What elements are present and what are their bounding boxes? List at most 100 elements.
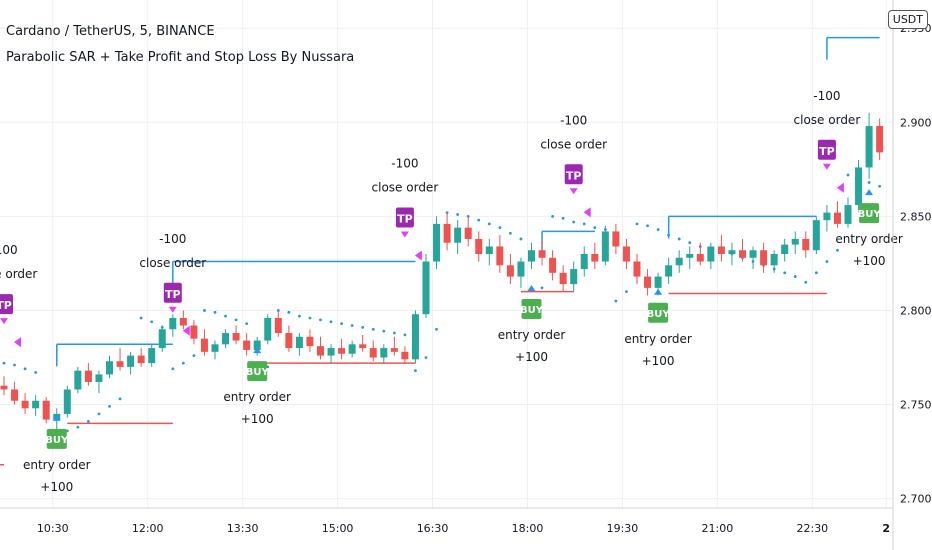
sar-dot [392,331,396,335]
candle-body [243,340,251,350]
candle-body [686,254,694,258]
candle-body [622,246,630,262]
tp-marker-label: TP [397,213,413,226]
x-tick-label: 13:30 [227,522,259,535]
symbol-title[interactable]: Cardano / TetherUS, 5, BINANCE [6,24,215,39]
candle-body [570,269,578,285]
buy-marker-label: BUY [520,305,544,316]
sar-dot [87,420,90,423]
candle-body [760,250,768,266]
buy-qty-label: +100 [853,254,886,268]
candle-body [222,333,230,345]
sar-dot [76,425,80,429]
candle-body [369,348,377,358]
tp-marker [163,282,182,303]
tp-order-label: close order [139,256,206,270]
buy-qty-label: +100 [241,412,274,426]
candle-body [517,261,525,277]
sar-dot [487,222,491,226]
x-tick-label: 10:30 [37,522,69,535]
sar-dot [224,314,227,318]
candle-body [665,265,673,277]
sar-dot [308,316,312,320]
candle-body [106,361,113,375]
tp-order-label: close order [540,137,607,151]
candle-body [264,317,272,341]
entry-arrow-up [253,347,262,354]
trade-markers: TP -100 close order TP -100 close order TP -100… [0,89,903,494]
candle-body [781,244,789,254]
candle-body [823,212,831,221]
sar-dot [509,231,512,235]
exit-arrow-down [0,318,8,325]
sar-dot [97,412,101,416]
sar-dot [414,369,417,373]
tp-marker-label: TP [819,145,835,158]
y-tick-label: 2.900 [900,116,932,129]
candle-body [116,361,124,367]
candle-body [728,250,736,254]
entry-arrow-up [865,189,874,196]
x-tick-label: 22:30 [796,522,828,535]
buy-marker [46,428,67,449]
tp-qty-label: -100 [560,113,587,127]
parabolic-sar-dots [2,173,882,435]
sar-dot [245,322,249,326]
sar-dot [456,213,460,216]
sar-dot [561,216,565,220]
candle-body [485,246,493,254]
candle-body [696,254,704,262]
tp-marker [395,207,414,228]
tp-marker-label: TP [566,169,582,182]
entry-arrow-up [654,288,663,295]
candle-body [95,374,103,382]
exit-arrow-left [414,250,422,261]
tp-marker [817,139,836,160]
sar-dot [329,320,333,324]
candle-body [179,317,187,326]
candle-body [295,336,303,349]
x-tick-label: 2 [882,522,890,535]
candle-body [844,205,852,224]
candle-body [169,317,177,330]
indicator-title[interactable]: Parabolic SAR + Take Profit and Stop Los… [6,50,355,65]
tp-marker-label: TP [0,299,12,312]
candle-body [506,265,514,277]
sar-dot [814,271,818,275]
buy-marker [859,203,880,224]
exit-arrow-down [168,306,177,313]
candle-body [454,227,462,243]
tp-order-label: close order [372,181,439,195]
currency-badge[interactable]: USDT [887,10,928,29]
buy-order-label: entry order [835,232,903,246]
candle-body [338,348,346,354]
candle-body [274,317,282,334]
candle-body [549,257,557,273]
sar-dot [371,327,375,331]
exit-arrow-down [822,163,831,170]
candle-body [538,250,546,258]
sar-dot [287,310,291,314]
candle-body [601,231,609,262]
candle-body [390,348,398,352]
sar-dot [234,318,238,322]
sar-dot [403,333,407,337]
sar-dot [424,356,428,359]
sar-dot [625,290,628,294]
candle-body [11,389,19,401]
candle-body [812,220,820,251]
candle-body [580,254,588,270]
y-tick-label: 2.750 [900,399,932,412]
candle-body [137,355,145,364]
buy-order-label: entry order [23,458,91,472]
sar-dot [192,354,196,357]
candle-body [675,257,683,266]
candle-body [190,325,198,339]
sar-dot [361,325,365,329]
exit-arrow-left [182,325,190,336]
candle-body [411,314,419,360]
tp-order-label: close order [794,113,861,127]
x-tick-label: 19:30 [607,522,639,535]
